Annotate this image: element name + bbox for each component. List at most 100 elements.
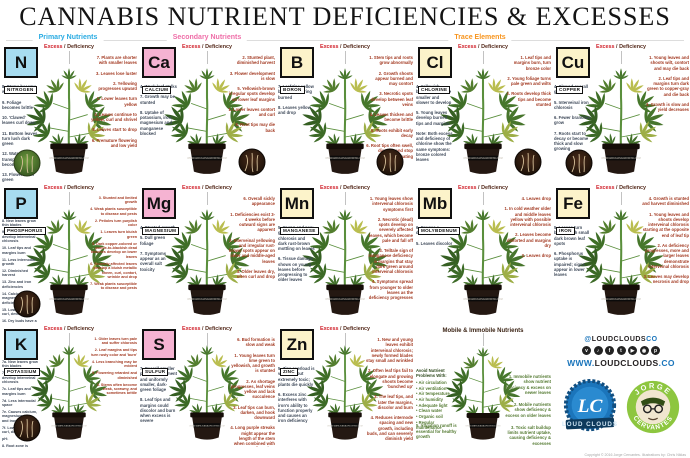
excess-label: Excess: [181, 44, 201, 50]
avoid-item: Air circulation: [416, 380, 456, 386]
excess-label: Excess: [43, 326, 63, 332]
excess-deficiency-label: Excess / Deficiency: [457, 44, 509, 50]
excess-label: Excess: [319, 44, 339, 50]
annotation: 1. Young leaves turn lime green to yello…: [231, 352, 275, 374]
excess-label: Excess: [457, 44, 477, 50]
excess-deficiency-label: Excess / Deficiency: [595, 185, 647, 191]
annotation: 3. The leaf tips, and later the margins,…: [374, 394, 413, 410]
handle-name: LOUDCLOUDS: [591, 336, 647, 343]
annotation: 6. Bud formation is slow and weak: [237, 337, 275, 348]
element-name: CALCIUM: [142, 85, 172, 94]
excess-deficiency-label: Excess / Deficiency: [43, 185, 95, 191]
annotation: 4. Less branching may be evident: [91, 359, 137, 369]
poster-title: CANNABIS NUTRIENT DEFICIENCIES & EXCESSE…: [19, 2, 671, 31]
annotation: 16. Dry buds have a 'chemical' taste: [2, 318, 37, 323]
deficiency-annotations: 3. Stunted and limited growth 4. Weak pla…: [90, 196, 137, 291]
annotation: 1. Older leaves turn pale and suffer chl…: [94, 337, 137, 346]
annotation: 5. Roots exhibit early decay: [370, 127, 413, 138]
lc-banner: LOUD CLOUDS: [562, 421, 618, 428]
excess-deficiency-label: Excess / Deficiency: [457, 185, 509, 191]
annotation: 4. Long purple streaks might appear the …: [230, 425, 275, 447]
annotation: 3. Telltale sign of manganese deficiency…: [368, 248, 413, 274]
annotation: 6. Fewer branches grow: [554, 115, 591, 126]
element-tile: Mb MOLYBDENUM: [418, 188, 461, 237]
deficiency-annotations: 2. Stunted plant, diminished harvest 3. F…: [228, 55, 275, 133]
deficiency-annotations: 1. Older leaves turn pale and suffer chl…: [90, 337, 137, 396]
element-tile: S SULFUR: [142, 329, 176, 378]
annotation: 5. Leaves discolor: [416, 240, 453, 246]
element-tile: Mg MAGNESIUM: [142, 188, 180, 237]
excess-deficiency-label: Excess / Deficiency: [43, 44, 95, 50]
element-tile: Cl CHLORINE: [418, 47, 452, 96]
social-icon-row: v ♪ f t ▶ ◉ p: [552, 346, 690, 355]
annotation: 2. Yellowing progresses upward: [98, 80, 137, 91]
annotation: 2. Often leaf tips fail to elongate and …: [368, 368, 413, 389]
annotation: 7d. Less internodal space: [2, 398, 36, 407]
nutrient-cell: Excess / Deficiency Cu COPPER 4. Slowed …: [552, 42, 690, 182]
annotation: 2. Leaf margins and tips turn rusty colo…: [91, 348, 137, 357]
excess-deficiency-label: Excess / Deficiency: [595, 44, 647, 50]
deficiency-label: Deficiency: [67, 326, 95, 332]
annotation: 5. Young leaves develop burned tips and …: [416, 110, 450, 126]
pointer-line: [483, 333, 484, 346]
excess-deficiency-label: Excess / Deficiency: [319, 185, 371, 191]
excess-label: Excess: [595, 185, 615, 191]
avoid-item: Clean water: [416, 408, 456, 414]
annotation: 2. Leaf tips and margins turn dark green…: [647, 75, 689, 97]
element-symbol: Cu: [561, 52, 585, 72]
element-symbol: B: [290, 52, 304, 72]
roots-inset: [375, 147, 405, 177]
avoid-problems-title: Avoid Nutrient Problems With:: [416, 368, 447, 379]
header-rule: [6, 40, 684, 41]
annotation: 6. Root tips may die back: [235, 122, 275, 133]
pointer-line: [621, 192, 622, 205]
element-symbol: Mb: [422, 193, 448, 213]
url-tld: .CO: [658, 358, 675, 368]
jorge-cervantes-logo: JORGE CERVANTES: [626, 380, 680, 434]
lc-initials: LC: [577, 396, 604, 417]
annotation: 10. 'Clawed' leaves curl down: [2, 115, 36, 126]
annotation: 7c. Leaf tips and margins burn: [2, 387, 31, 396]
branding-cell: @LOUDCLOUDSCO v ♪ f t ▶ ◉ p WWW.LOUDCLOUDS.CO …: [552, 324, 690, 447]
deficiency-annotations: 1. Stem tips and roots grow abnormally 2.…: [366, 55, 413, 159]
annotation: Note: Both excess and deficiency of chlo…: [416, 130, 453, 162]
deficiency-annotations: 6. Overall sickly appearance 1. Deficienc…: [228, 196, 275, 279]
social-icon: p: [651, 346, 660, 355]
element-tile: Fe IRON: [556, 188, 590, 237]
pointer-line: [207, 51, 208, 64]
element-tile: Mn MANGANESE: [280, 188, 319, 237]
pointer-line: [69, 192, 70, 205]
element-name: BORON: [280, 85, 305, 94]
annotation: 4. Leaves drop: [521, 196, 551, 201]
excess-label: Excess: [43, 185, 63, 191]
annotation: 11. Bottom leaves turn lush dark green: [2, 130, 38, 147]
excess-label: Excess: [595, 44, 615, 50]
annotation: 3. Stems often become weak, scrawny, and…: [96, 382, 137, 396]
annotation: 7. Growth may be stunted: [140, 94, 175, 105]
annotation: 3. Leaves drop: [521, 253, 551, 258]
deficiency-label: Deficiency: [343, 185, 371, 191]
section-header-primary: Primary Nutrients: [32, 34, 104, 41]
deficiency-label: Deficiency: [481, 44, 509, 50]
deficiency-annotations: 4. Leaves drop 1. In cold weather older a…: [504, 196, 551, 258]
deficiency-label: Deficiency: [67, 44, 95, 50]
annotation: 2. Young foliage turns pale green and wi…: [507, 75, 551, 86]
roots-inset: [12, 413, 42, 443]
annotation: 2. Necrotic (dead) spots develop on seve…: [369, 216, 413, 243]
annotation: 2. As shortage progresses, leaf veins ye…: [231, 378, 275, 400]
website-url: WWW.LOUDCLOUDS.CO: [552, 358, 690, 368]
deficiency-annotations: 4. Growth is stunted and harvest diminis…: [642, 196, 689, 285]
handle-suffix: CO: [646, 336, 658, 343]
annotation: 10. Leaf tips and margins burn: [2, 246, 31, 255]
deficiency-annotations: 7. Plants are shorter with smaller leave…: [90, 55, 137, 148]
excess-deficiency-label: Excess / Deficiency: [319, 326, 371, 332]
element-name: MAGNESIUM: [142, 226, 180, 235]
nutrient-cell: Excess / Deficiency Mg MAGNESIUM 4. Stun…: [138, 183, 276, 323]
annotation: 4. Growth is stunted and harvest diminis…: [642, 196, 689, 207]
url-domain: LOUDCLOUDS: [594, 358, 659, 368]
excess-label: Excess: [457, 185, 477, 191]
annotation: 13. Flowers turn green: [2, 172, 35, 182]
handle-at: @: [584, 336, 592, 343]
annotation: 2. Leaves become distorted and margins d…: [507, 232, 551, 248]
annotation: 6. Excess zinc interferes with iron's ab…: [278, 392, 313, 424]
